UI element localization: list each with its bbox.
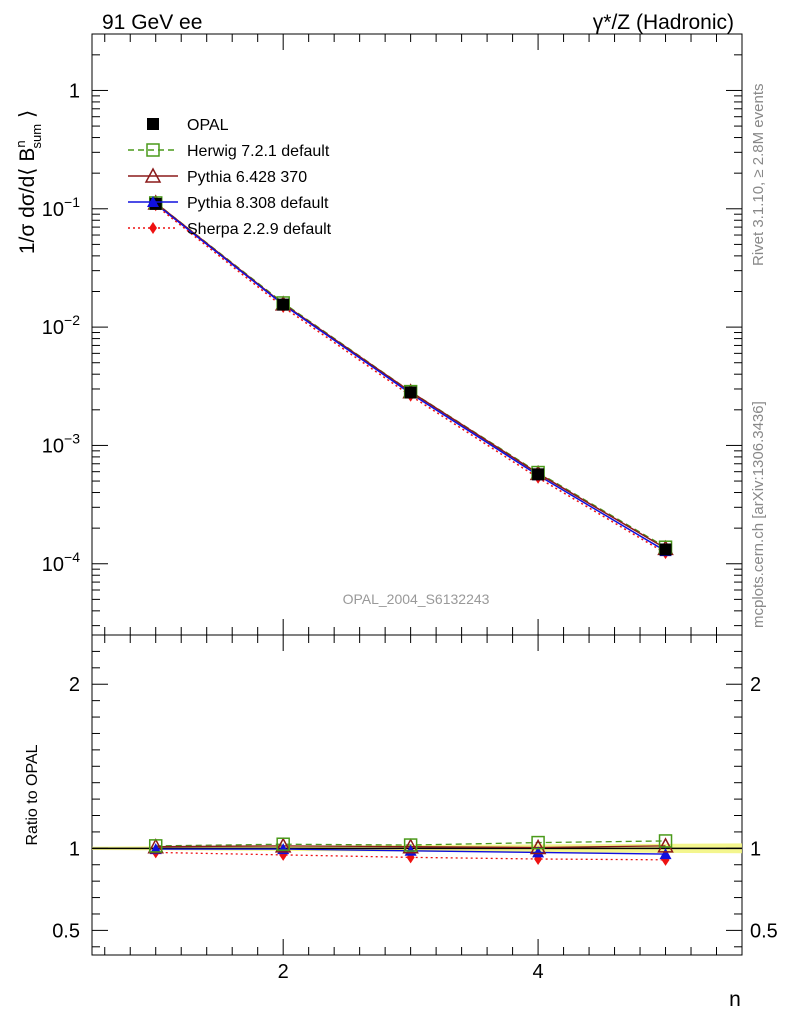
ratio-point-pythia-6-428-370 [402, 838, 419, 854]
ratio-y-axis-label: Ratio to OPAL [24, 744, 41, 845]
main-series-line-sherpa-2-2-9-default [155, 204, 666, 554]
ratio-point-herwig-7-2-1-default [148, 839, 163, 853]
legend-marker [147, 118, 159, 130]
main-series-line-pythia-8-308-default [155, 203, 666, 552]
legend-item: Sherpa 2.2.9 default [128, 221, 332, 238]
main-point-opal [404, 386, 417, 399]
ratio-point-herwig-7-2-1-default [403, 838, 418, 852]
main-y-tick-label: 10−1 [42, 194, 80, 221]
legend-label: Sherpa 2.2.9 default [187, 221, 332, 238]
ratio-plot-frame [91, 634, 743, 956]
main-point-opal [659, 543, 672, 556]
ratio-series [147, 834, 674, 866]
svg-text:1/σ dσ/d⟨ Bnsum ⟩: 1/σ dσ/d⟨ Bnsum ⟩ [13, 110, 44, 254]
ratio-y-tick-label-right: 1 [750, 838, 761, 860]
ratio-point-herwig-7-2-1-default [658, 834, 673, 848]
x-tick-label: 2 [278, 961, 289, 983]
ratio-point-herwig-7-2-1-default [276, 837, 290, 851]
main-series-line-herwig-7-2-1-default [155, 202, 666, 548]
header-right-label: γ*/Z (Hadronic) [593, 11, 734, 34]
legend-marker [149, 222, 157, 234]
header-left-label: 91 GeV ee [102, 11, 202, 34]
ratio-y-tick-labels: 0.5 0.5 1 1 2 2 [52, 674, 778, 942]
ratio-point-pythia-6-428-370 [274, 837, 292, 853]
main-series-line-pythia-6-428-370 [155, 202, 666, 549]
legend-label: Herwig 7.2.1 default [187, 143, 330, 160]
mcplots-label: mcplots.cern.ch [arXiv:1306.3436] [750, 401, 767, 628]
legend-label: Pythia 6.428 370 [187, 169, 307, 186]
ratio-ticks [92, 635, 742, 955]
main-y-axis-label: 1/σ dσ/d⟨ Bnsum ⟩ [13, 110, 44, 254]
rivet-label: Rivet 3.1.10, ≥ 2.8M events [750, 84, 767, 267]
legend-marker [144, 167, 162, 183]
legend-label: OPAL [187, 117, 229, 134]
ratio-point-pythia-6-428-370 [657, 837, 674, 853]
ratio-point-pythia-8-308-default [659, 848, 672, 860]
legend-item: OPAL [147, 117, 229, 134]
main-point-opal [277, 298, 290, 311]
main-ticks [92, 33, 742, 635]
x-tick-label: 4 [533, 961, 544, 983]
main-y-tick-labels: 1 10−1 10−2 10−3 10−4 [42, 80, 80, 575]
legend-item: Herwig 7.2.1 default [128, 143, 330, 160]
main-y-tick-label: 10−3 [42, 430, 80, 457]
legend-marker [146, 143, 160, 157]
analysis-label: OPAL_2004_S6132243 [343, 591, 490, 607]
ratio-y-tick-label-left: 2 [69, 674, 80, 696]
main-y-tick-label: 1 [69, 80, 80, 102]
main-point-opal [532, 468, 545, 481]
main-y-tick-label: 10−2 [42, 312, 80, 339]
legend-label: Pythia 8.308 default [187, 195, 329, 212]
legend-item: Pythia 6.428 370 [128, 167, 307, 186]
ratio-point-pythia-8-308-default [532, 846, 545, 858]
ratio-y-tick-label-right: 2 [750, 674, 761, 696]
main-series [147, 194, 674, 560]
main-plot-panel: 1 10−1 10−2 10−3 10−4 OPAL_2004_S6132243 1/σ… [13, 33, 743, 636]
ratio-point-pythia-6-428-370 [147, 838, 164, 854]
main-y-tick-label: 10−4 [42, 549, 80, 576]
ratio-point-pythia-6-428-370 [529, 838, 547, 855]
x-axis-label: n [729, 988, 741, 1011]
ratio-y-tick-label-left: 1 [69, 838, 80, 860]
legend-marker [147, 196, 159, 207]
ratio-y-tick-label-left: 0.5 [52, 920, 80, 942]
ratio-point-herwig-7-2-1-default [531, 835, 545, 850]
ratio-y-tick-label-right: 0.5 [750, 920, 778, 942]
legend: OPAL Herwig 7.2.1 default Pythia 6.428 370… [128, 117, 332, 238]
legend-item: Pythia 8.308 default [128, 195, 329, 212]
